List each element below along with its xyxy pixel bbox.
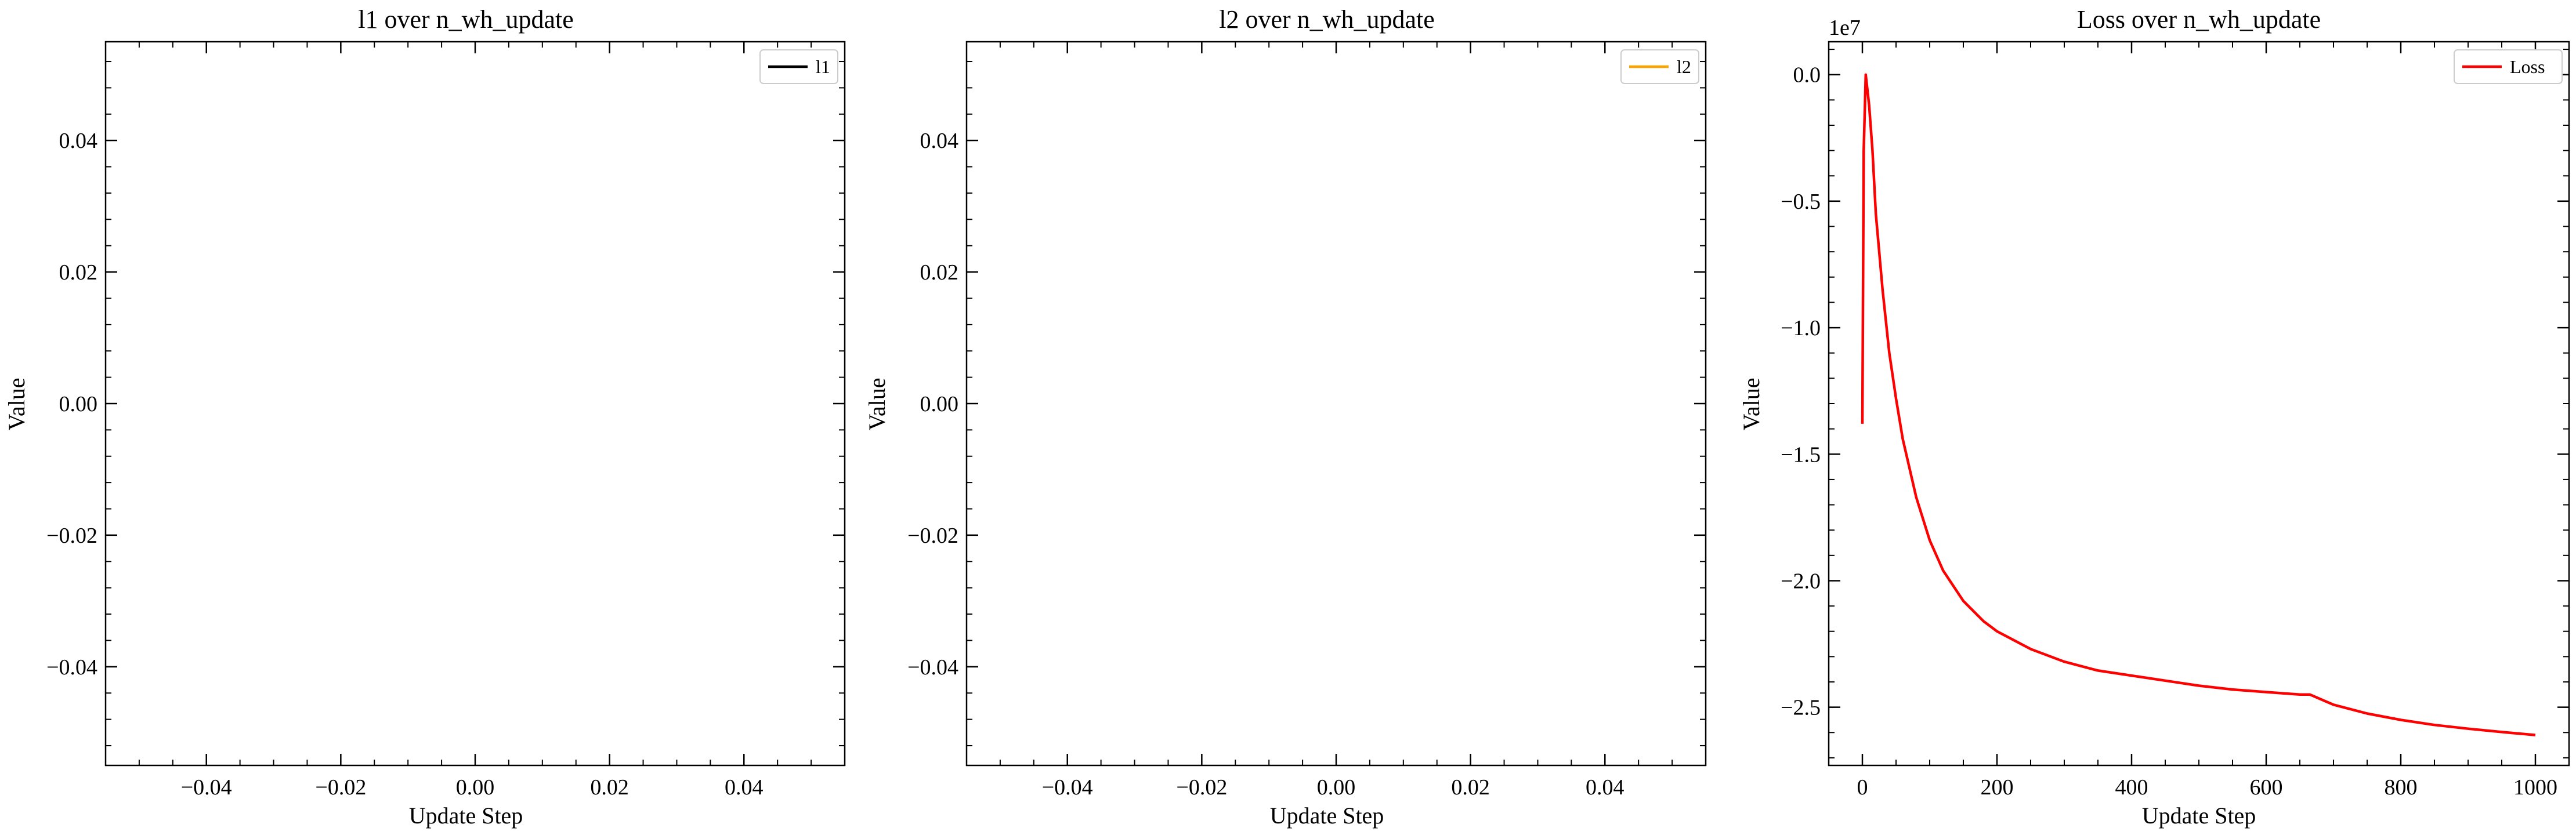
chart-panel-loss: Loss over n_wh_update Update Step Value … bbox=[1738, 5, 2570, 829]
series-line-Loss bbox=[1861, 73, 2536, 736]
x-tick-label: −0.04 bbox=[181, 775, 232, 800]
legend-box bbox=[2454, 49, 2563, 84]
y-tick-label: 0.04 bbox=[920, 129, 959, 153]
x-tick-label: −0.04 bbox=[1042, 775, 1093, 800]
y-tick-label: 0.0 bbox=[1793, 63, 1821, 88]
x-tick-label: −0.02 bbox=[315, 775, 366, 800]
x-tick-label: 0.02 bbox=[590, 775, 629, 800]
y-tick-label: −0.04 bbox=[46, 655, 97, 680]
x-tick-label: −0.02 bbox=[1176, 775, 1227, 800]
x-tick-label: 1000 bbox=[2513, 775, 2557, 800]
x-axis-label: Update Step bbox=[2142, 803, 2256, 829]
y-axis-label: Value bbox=[1738, 377, 1764, 430]
y-tick-label: −0.02 bbox=[907, 524, 958, 548]
plot-frame bbox=[965, 41, 1707, 767]
x-tick-label: 0.04 bbox=[1586, 775, 1625, 800]
x-tick-label: 600 bbox=[2250, 775, 2283, 800]
x-tick-label: 0.00 bbox=[456, 775, 495, 800]
plot-frame bbox=[1828, 41, 2570, 767]
plot-frame bbox=[104, 41, 846, 767]
legend-label: l1 bbox=[816, 56, 830, 77]
legend-label: Loss bbox=[2510, 56, 2545, 77]
y-offset-text: 1e7 bbox=[1829, 16, 1861, 40]
y-tick-label: −0.02 bbox=[46, 524, 97, 548]
y-tick-label: −1.5 bbox=[1781, 442, 1821, 467]
x-tick-label: 400 bbox=[2115, 775, 2148, 800]
chart-panel-l1: l1 over n_wh_update Update Step Value −0… bbox=[3, 5, 846, 829]
x-axis-label: Update Step bbox=[409, 803, 523, 829]
x-tick-label: 0 bbox=[1857, 775, 1868, 800]
y-axis-label: Value bbox=[3, 377, 30, 430]
y-tick-label: −0.5 bbox=[1781, 190, 1821, 214]
y-tick-label: 0.00 bbox=[59, 392, 98, 416]
chart-title: l2 over n_wh_update bbox=[1219, 5, 1434, 34]
y-tick-label: −1.0 bbox=[1781, 316, 1821, 340]
x-tick-label: 0.02 bbox=[1451, 775, 1490, 800]
chart-title: l1 over n_wh_update bbox=[358, 5, 573, 34]
legend-label: l2 bbox=[1677, 56, 1691, 77]
chart-panel-l2: l2 over n_wh_update Update Step Value −0… bbox=[864, 5, 1707, 829]
x-axis-label: Update Step bbox=[1270, 803, 1384, 829]
x-tick-label: 0.04 bbox=[725, 775, 764, 800]
y-tick-label: 0.02 bbox=[920, 260, 959, 285]
y-tick-label: −2.0 bbox=[1781, 569, 1821, 593]
y-tick-label: 0.00 bbox=[920, 392, 959, 416]
x-tick-label: 200 bbox=[1981, 775, 2014, 800]
y-tick-label: 0.04 bbox=[59, 129, 98, 153]
y-tick-label: 0.02 bbox=[59, 260, 98, 285]
x-tick-label: 800 bbox=[2385, 775, 2418, 800]
y-tick-label: −0.04 bbox=[907, 655, 958, 680]
y-axis-label: Value bbox=[864, 377, 890, 430]
chart-title: Loss over n_wh_update bbox=[2077, 5, 2321, 34]
y-tick-label: −2.5 bbox=[1781, 696, 1821, 720]
x-tick-label: 0.00 bbox=[1317, 775, 1356, 800]
